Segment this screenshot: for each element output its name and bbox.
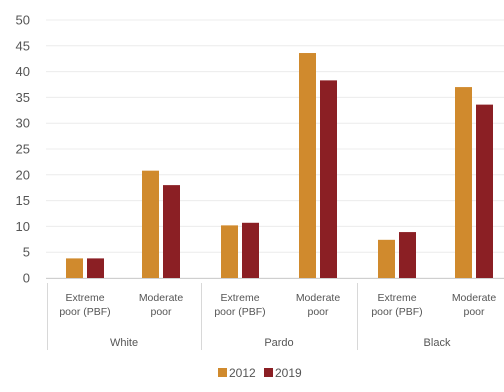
x-tick-label: Moderate — [452, 292, 497, 304]
bar-2019-5 — [476, 104, 493, 279]
legend-swatch — [264, 368, 273, 377]
x-tick-label: poor (PBF) — [371, 306, 422, 318]
x-tick-label: poor (PBF) — [59, 306, 110, 318]
y-tick-label: 10 — [16, 219, 30, 234]
bar-2019-1 — [163, 185, 180, 278]
bar-2012-2 — [221, 225, 238, 278]
y-tick-label: 30 — [16, 116, 30, 131]
y-tick-label: 5 — [23, 245, 30, 260]
x-tick-label: poor — [463, 306, 485, 318]
y-tick-label: 0 — [23, 271, 30, 286]
x-tick-label: Extreme — [65, 292, 104, 304]
group-label: Black — [424, 337, 451, 349]
legend-label: 2019 — [275, 366, 302, 380]
legend: 2012 2019 — [218, 366, 302, 380]
bars — [66, 53, 493, 279]
legend-label: 2012 — [229, 366, 256, 380]
y-tick-label: 35 — [16, 90, 30, 105]
x-tick-label: Moderate — [139, 292, 184, 304]
x-tick-label: Extreme — [377, 292, 416, 304]
bar-2012-4 — [378, 239, 395, 278]
bar-2012-0 — [66, 258, 83, 278]
y-tick-label: 40 — [16, 64, 30, 79]
x-axis: Extreme poor (PBF) Moderate poor Extreme poor… — [46, 278, 504, 350]
bar-2012-5 — [455, 87, 472, 278]
bar-2019-3 — [320, 80, 337, 278]
y-tick-label: 45 — [16, 38, 30, 53]
y-tick-label: 20 — [16, 167, 30, 182]
bar-2019-0 — [87, 258, 104, 278]
gridlines — [46, 19, 504, 279]
bar-2019-2 — [242, 222, 259, 278]
bar-2012-1 — [142, 170, 159, 278]
x-tick-label: poor — [150, 306, 172, 318]
legend-swatch — [218, 368, 227, 377]
group-label: White — [110, 337, 138, 349]
x-tick-label: Extreme — [220, 292, 259, 304]
group-label: Pardo — [264, 337, 293, 349]
x-tick-label: poor — [307, 306, 329, 318]
y-tick-label: 50 — [16, 13, 30, 28]
y-tick-label: 15 — [16, 193, 30, 208]
x-tick-label: Moderate — [296, 292, 341, 304]
y-tick-label: 25 — [16, 142, 30, 157]
y-axis-tick-labels: 0 5 10 15 20 25 30 35 40 45 50 — [16, 13, 30, 286]
bar-2012-3 — [299, 53, 316, 278]
x-tick-label: poor (PBF) — [214, 306, 265, 318]
bar-2019-4 — [399, 232, 416, 278]
